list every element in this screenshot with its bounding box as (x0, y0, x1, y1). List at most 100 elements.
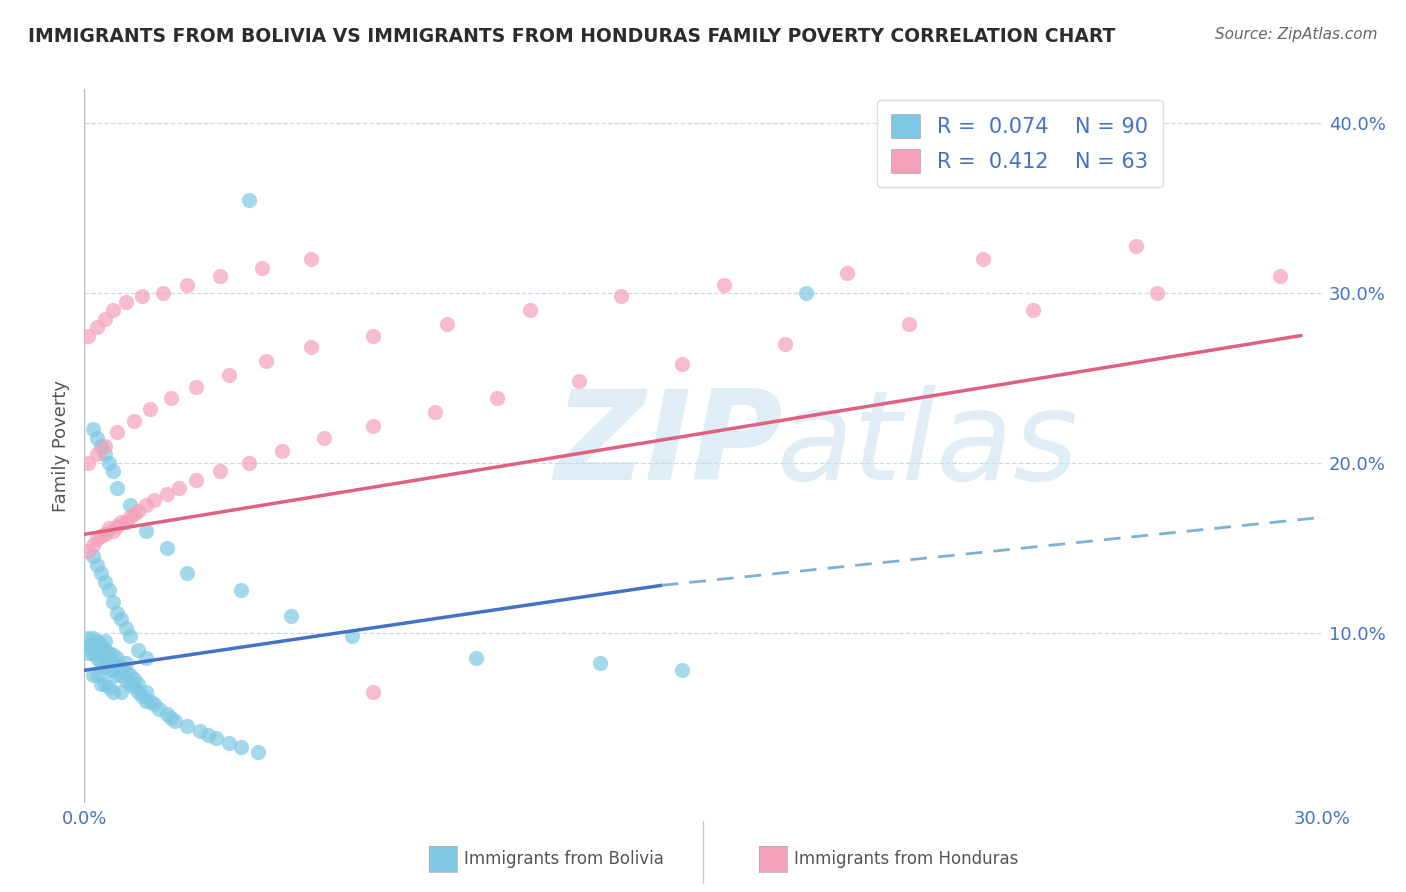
Point (94, 448, 117, 462)
Point (114, 621, 136, 635)
Point (165, 714, 187, 729)
Point (94, 311, 117, 326)
Point (127, 643, 149, 657)
Point (82, 422, 104, 436)
Point (90, 646, 112, 660)
Point (131, 689, 153, 703)
Point (122, 672, 145, 686)
Point (465, 651, 488, 665)
Point (485, 392, 508, 406)
Point (609, 289, 631, 303)
Point (312, 430, 335, 444)
Point (118, 668, 141, 682)
Point (82, 549, 104, 564)
Point (713, 277, 735, 292)
Point (94, 574, 117, 589)
Point (103, 657, 125, 671)
Point (105, 519, 128, 533)
Point (299, 252, 322, 266)
Point (135, 524, 157, 538)
Point (114, 516, 136, 530)
Point (77, 640, 100, 654)
Point (197, 728, 219, 742)
Point (86, 558, 108, 572)
Point (127, 503, 149, 517)
Point (837, 266, 859, 280)
Point (86, 533, 108, 547)
Point (218, 736, 240, 750)
Point (143, 698, 166, 712)
Point (152, 286, 174, 301)
Point (209, 465, 232, 479)
Point (86, 320, 108, 334)
Point (122, 507, 145, 521)
Point (229, 583, 252, 598)
Point (77, 631, 100, 645)
Point (77, 544, 100, 558)
Point (94, 643, 117, 657)
Point (90, 529, 112, 543)
Point (342, 629, 364, 643)
Point (86, 668, 108, 682)
Point (589, 657, 612, 671)
Point (98, 646, 121, 660)
Point (94, 527, 117, 541)
Point (148, 702, 170, 716)
Point (361, 328, 384, 343)
Point (103, 685, 125, 699)
Point (143, 493, 166, 508)
Point (110, 660, 132, 674)
Point (1146, 286, 1168, 301)
Point (94, 634, 117, 648)
Point (775, 337, 797, 351)
Point (105, 482, 128, 496)
Point (110, 685, 132, 699)
Point (82, 537, 104, 551)
Point (671, 663, 693, 677)
Point (250, 260, 273, 275)
Point (139, 401, 162, 416)
Point (105, 425, 128, 440)
Point (94, 651, 117, 665)
Point (205, 731, 228, 746)
Point (82, 640, 104, 654)
Point (209, 269, 232, 284)
Point (131, 289, 153, 303)
Point (103, 648, 125, 662)
Point (246, 745, 269, 759)
Point (103, 663, 125, 677)
Point (114, 657, 136, 671)
Point (160, 711, 183, 725)
Point (271, 444, 294, 458)
Text: Immigrants from Honduras: Immigrants from Honduras (794, 850, 1019, 868)
Point (86, 634, 108, 648)
Point (361, 418, 384, 433)
Point (188, 724, 211, 739)
Point (299, 341, 322, 355)
Point (167, 482, 190, 496)
Point (118, 629, 141, 643)
Point (110, 668, 132, 682)
Point (436, 317, 458, 331)
Point (105, 606, 128, 620)
Point (114, 294, 136, 309)
Point (90, 638, 112, 652)
Point (82, 668, 104, 682)
Point (176, 719, 198, 733)
Point (98, 520, 121, 534)
Point (671, 358, 693, 372)
Point (110, 516, 132, 530)
Point (135, 685, 157, 699)
Point (94, 677, 117, 691)
Point (103, 303, 125, 318)
Point (98, 583, 121, 598)
Point (156, 486, 179, 500)
Point (82, 631, 104, 645)
Point (105, 668, 128, 682)
Point (103, 465, 125, 479)
Point (77, 328, 100, 343)
Point (238, 456, 260, 470)
Point (135, 694, 157, 708)
Point (98, 663, 121, 677)
Point (82, 646, 104, 660)
